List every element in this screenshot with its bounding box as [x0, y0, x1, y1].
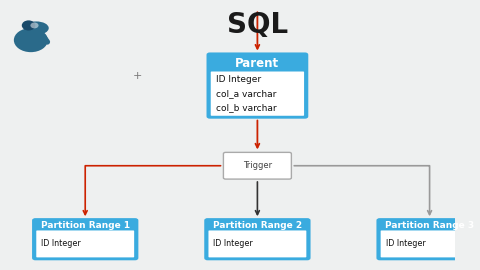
Text: Trigger: Trigger: [243, 161, 272, 170]
Text: ID Integer: ID Integer: [214, 239, 253, 248]
FancyBboxPatch shape: [206, 220, 309, 232]
Text: col_b varchar: col_b varchar: [216, 103, 276, 113]
Text: +: +: [132, 71, 142, 81]
FancyBboxPatch shape: [211, 72, 304, 116]
FancyBboxPatch shape: [223, 152, 291, 179]
Ellipse shape: [14, 28, 48, 52]
Text: Partition Range 3: Partition Range 3: [385, 221, 474, 230]
Text: Partition Range 1: Partition Range 1: [41, 221, 130, 230]
Text: ID Integer: ID Integer: [41, 239, 81, 248]
FancyArrowPatch shape: [44, 37, 48, 42]
FancyBboxPatch shape: [381, 231, 479, 257]
Text: col_a varchar: col_a varchar: [216, 89, 276, 98]
FancyBboxPatch shape: [205, 219, 310, 259]
Ellipse shape: [30, 22, 38, 28]
FancyBboxPatch shape: [208, 231, 306, 257]
Ellipse shape: [22, 20, 36, 31]
FancyBboxPatch shape: [36, 231, 134, 257]
Text: ID Integer: ID Integer: [385, 239, 425, 248]
Text: Partition Range 2: Partition Range 2: [213, 221, 302, 230]
FancyBboxPatch shape: [34, 220, 136, 232]
FancyBboxPatch shape: [377, 219, 480, 259]
Text: Parent: Parent: [235, 57, 279, 70]
Text: SQL: SQL: [227, 11, 288, 39]
FancyBboxPatch shape: [207, 53, 307, 118]
FancyBboxPatch shape: [33, 219, 137, 259]
FancyBboxPatch shape: [208, 54, 306, 73]
Text: ID Integer: ID Integer: [216, 75, 261, 84]
FancyBboxPatch shape: [378, 220, 480, 232]
Ellipse shape: [24, 21, 49, 35]
